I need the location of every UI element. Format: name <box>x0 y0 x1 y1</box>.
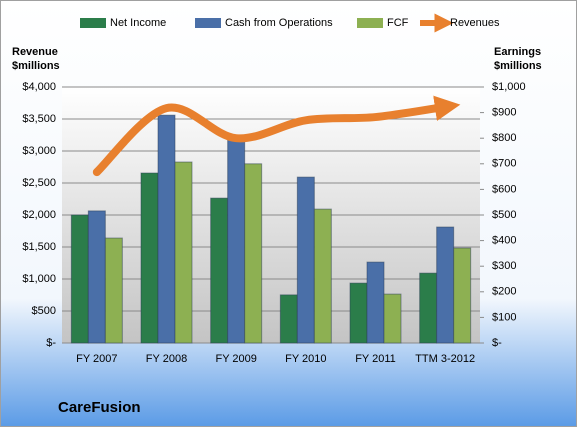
y-tick-label: $3,500 <box>22 113 56 125</box>
bar <box>104 237 123 344</box>
legend-swatch <box>80 18 106 28</box>
y-axis-title: Revenue <box>12 46 58 58</box>
bar <box>296 176 315 344</box>
y-tick-label: $1,000 <box>22 273 56 285</box>
y2-tick-label: $700 <box>492 158 516 170</box>
y2-tick-label: $100 <box>492 311 516 323</box>
bar <box>87 210 106 344</box>
y2-tick-label: $900 <box>492 107 516 119</box>
bar <box>453 247 472 344</box>
y-tick-label: $- <box>46 337 56 349</box>
x-tick-label: FY 2008 <box>146 353 187 365</box>
y2-tick-label: $200 <box>492 286 516 298</box>
bar <box>383 293 402 344</box>
x-tick-label: FY 2010 <box>285 353 326 365</box>
y-tick-label: $1,500 <box>22 241 56 253</box>
x-tick-label: TTM 3-2012 <box>415 353 475 365</box>
legend-label: FCF <box>387 17 409 29</box>
y2-tick-label: $1,000 <box>492 81 526 93</box>
bar <box>279 294 298 344</box>
x-tick-label: FY 2007 <box>76 353 117 365</box>
chart-title: CareFusion <box>58 399 141 416</box>
legend-label: Cash from Operations <box>225 17 333 29</box>
bar <box>70 214 89 344</box>
bar <box>313 208 332 344</box>
y2-tick-label: $500 <box>492 209 516 221</box>
y2-tick-label: $- <box>492 337 502 349</box>
x-tick-label: FY 2011 <box>355 353 396 365</box>
y-tick-label: $2,000 <box>22 209 56 221</box>
bar <box>244 163 263 344</box>
bar <box>349 282 368 344</box>
x-tick-label: FY 2009 <box>215 353 256 365</box>
bar <box>436 226 455 344</box>
bar <box>419 272 438 344</box>
line <box>92 95 461 177</box>
legend-label: Revenues <box>450 17 500 29</box>
bar <box>227 137 246 344</box>
legend-label: Net Income <box>110 17 166 29</box>
bar <box>140 172 159 344</box>
y2-tick-label: $600 <box>492 183 516 195</box>
y2-axis-title: Earnings <box>494 46 541 58</box>
y-axis-title: $millions <box>12 60 60 72</box>
y2-tick-label: $800 <box>492 132 516 144</box>
y-tick-label: $3,000 <box>22 145 56 157</box>
bar <box>174 161 193 344</box>
y2-tick-label: $400 <box>492 235 516 247</box>
legend-swatch <box>357 18 383 28</box>
y-tick-label: $2,500 <box>22 177 56 189</box>
bar <box>210 197 229 344</box>
bar <box>366 261 385 344</box>
bar <box>157 114 176 344</box>
y2-axis-title: $millions <box>494 60 542 72</box>
y-tick-label: $4,000 <box>22 81 56 93</box>
legend-swatch <box>195 18 221 28</box>
y2-tick-label: $300 <box>492 260 516 272</box>
y-tick-label: $500 <box>32 305 56 317</box>
